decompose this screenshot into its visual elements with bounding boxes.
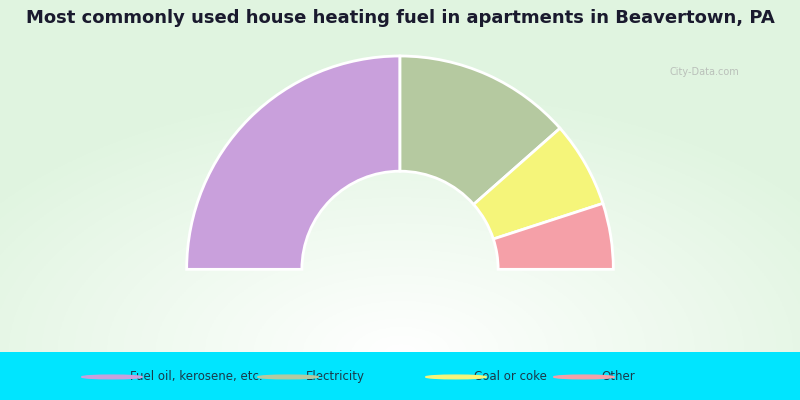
Wedge shape — [400, 56, 560, 204]
Circle shape — [554, 375, 614, 379]
Wedge shape — [186, 56, 400, 269]
Circle shape — [82, 375, 142, 379]
Text: Electricity: Electricity — [306, 370, 365, 384]
Text: Fuel oil, kerosene, etc.: Fuel oil, kerosene, etc. — [130, 370, 262, 384]
Circle shape — [426, 375, 486, 379]
Text: Coal or coke: Coal or coke — [474, 370, 546, 384]
Text: Other: Other — [602, 370, 635, 384]
Text: Most commonly used house heating fuel in apartments in Beavertown, PA: Most commonly used house heating fuel in… — [26, 9, 774, 27]
Wedge shape — [474, 128, 603, 239]
Circle shape — [258, 375, 318, 379]
Wedge shape — [494, 204, 614, 269]
Text: City-Data.com: City-Data.com — [669, 67, 739, 77]
